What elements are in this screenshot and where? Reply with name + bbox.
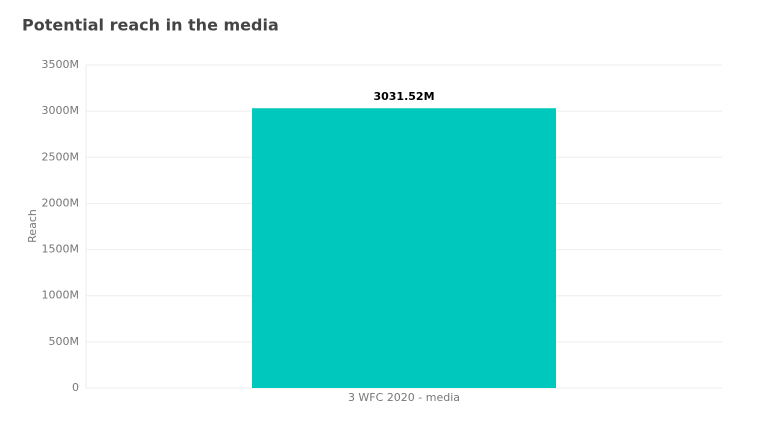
y-axis-label: Reach: [26, 209, 39, 243]
y-tick-label: 1000M: [42, 289, 80, 302]
y-tick-label: 2500M: [42, 150, 80, 163]
data-label: 3031.52M: [373, 90, 434, 103]
y-tick-label: 2000M: [42, 196, 80, 209]
y-tick-label: 3500M: [42, 58, 80, 71]
x-tick-label: 3 WFC 2020 - media: [348, 391, 460, 404]
y-tick-label: 3000M: [42, 104, 80, 117]
y-tick-label: 1500M: [42, 243, 80, 256]
y-tick-label: 0: [72, 381, 79, 394]
chart-title: Potential reach in the media: [22, 16, 279, 35]
y-tick-label: 500M: [49, 335, 80, 348]
bar: [251, 108, 557, 388]
